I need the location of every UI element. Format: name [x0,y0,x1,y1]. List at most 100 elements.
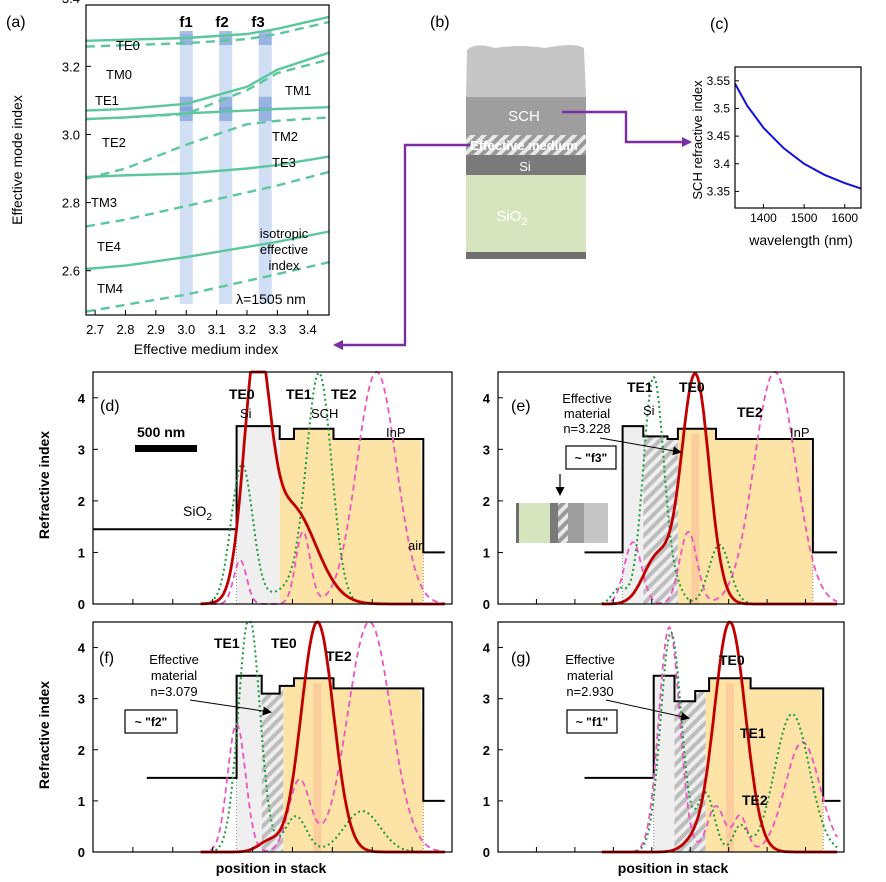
curve-tm4 [85,261,330,313]
x-tick-label: 2.8 [116,322,134,337]
y-axis-label-a: Effective mode index [9,95,25,225]
eff-text-f-3: n=3.079 [150,684,197,699]
x-axis-label-c: wavelength (nm) [748,232,853,248]
y-tick-label: 0 [483,845,490,860]
curve-te3 [85,155,330,179]
mode-label-te0: TE0 [116,38,140,53]
effective-medium-label: Effective medium [470,138,578,153]
wavelength-label: λ=1505 nm [236,291,306,307]
panel-c-label: (c) [710,16,729,33]
x-tick-label: 3.0 [177,322,195,337]
plot-frame-d [92,371,453,605]
effective-material-fill [261,685,284,852]
panel-f-text: (f) Refractive index position in stack T… [36,635,352,876]
y-tick-label: 0 [78,597,85,612]
y-tick-label: 2 [78,743,85,758]
scale-bar-label: 500 nm [137,424,185,440]
y-tick-label: 4 [483,391,491,406]
y-tick-label: 3 [78,442,85,457]
y-tick-label: 3.2 [62,59,80,74]
si-layer [466,155,586,175]
mode-label-tm3: TM3 [91,195,117,210]
axis-ticks-c: 1400 1500 1600 3.35 3.4 3.45 3.5 3.55 [707,74,859,225]
x-tick-label: 2.9 [147,322,165,337]
y-tick-label: 3 [483,442,490,457]
curve-tm0 [85,20,330,48]
panel-d-text: (d) Refractive index 500 nm TE0 TE1 TE2 … [36,386,423,553]
y-tick-label: 3 [483,692,490,707]
approx-box-f [124,709,178,734]
inp-fill [279,428,424,604]
y-tick-label: 2 [78,494,85,509]
y-axis-label-c: SCH refractive index [690,80,705,200]
approx-label-g: ~ "f1" [576,715,608,729]
y-tick-label: 4 [483,641,491,656]
band-label-f1: f1 [179,14,192,31]
curve-te1 [85,51,330,112]
te2-mode-profile [200,371,445,605]
y-tick-label: 4 [78,641,86,656]
mode-label-d-te0: TE0 [229,386,255,402]
panel-e-label: (e) [511,398,531,415]
y-tick-label: 0 [483,597,490,612]
plot-frame-f [92,621,453,853]
panel-e-text: (e) TE1 TE0 TE2 Si InP Effective materia… [511,379,810,543]
panel-a: (a) 2.7 2.8 2.9 3.0 3.1 3.2 3.3 3.4 2.6 2.8 3.0 3.2… [6,0,330,357]
x-tick-label: 3.1 [208,322,226,337]
mode-label-te3: TE3 [272,155,296,170]
plot-frame-a [85,4,330,316]
eff-text-g-2: material [567,668,613,683]
mode-label-d-te2: TE2 [331,386,357,402]
y-tick-label: 1 [78,545,85,560]
band-crossing [258,31,272,46]
layer-label-sio2: SiO2 [183,503,212,523]
arrow-f [189,699,272,716]
inp-fill [705,678,824,852]
eff-text-e-3: n=3.228 [563,421,610,436]
approx-box-g [566,709,618,734]
mode-label-f-te2: TE2 [326,648,352,664]
eff-text-e-2: material [564,406,610,421]
panel-b-label: (b) [430,14,450,31]
profile-panel-f: 0 1 2 3 4 [78,620,453,860]
x-tick-label: 2.7 [86,322,104,337]
layer-label-e-inp: InP [790,425,810,440]
sio2-layer [466,175,586,252]
mode-label-e-te0: TE0 [679,379,705,395]
band-label-f3: f3 [251,14,264,31]
y-axis-label-d: Refractive index [36,431,52,539]
y-tick-label: 0 [78,845,85,860]
eff-text-f-1: Effective [149,652,199,667]
layer-label-sch: SCH [311,406,338,421]
panel-d-label: (d) [100,398,120,415]
layer-label-e-si: Si [643,403,655,418]
sch-label: SCH [508,108,540,125]
y-tick-label: 3.4 [713,157,730,171]
arrow-e [599,437,682,456]
si-fill [653,675,675,852]
curve-tm2 [85,116,330,180]
y-tick-label: 3.35 [707,184,731,198]
y-tick-label: 3.5 [713,101,730,115]
profile-panel-g: 0 1 2 3 4 [483,620,845,860]
plot-frame-e [497,371,845,605]
mode-label-tm1: TM1 [285,83,311,98]
si-fill [236,426,280,604]
refractive-index-profile [584,674,841,802]
mode-label-e-te1: TE1 [627,379,653,395]
sch-index-curve [734,83,862,190]
sch-layer [466,97,586,135]
note-line-1: isotropic [260,226,309,241]
y-tick-label: 3 [78,692,85,707]
panel-c: (c) 1400 1500 1600 3.35 3.4 3.45 3.5 3.55 wavel… [690,16,862,248]
x-tick-label: 1500 [791,211,818,225]
plot-frame-g [497,621,845,853]
arrow-to-a [333,143,470,350]
x-tick-label: 3.2 [238,322,256,337]
x-axis-label-f: position in stack [216,860,327,876]
mode-label-tm2: TM2 [272,129,298,144]
note-line-2: effective [260,242,308,257]
mode-label-tm4: TM4 [97,281,123,296]
mode-label-te1: TE1 [95,93,119,108]
